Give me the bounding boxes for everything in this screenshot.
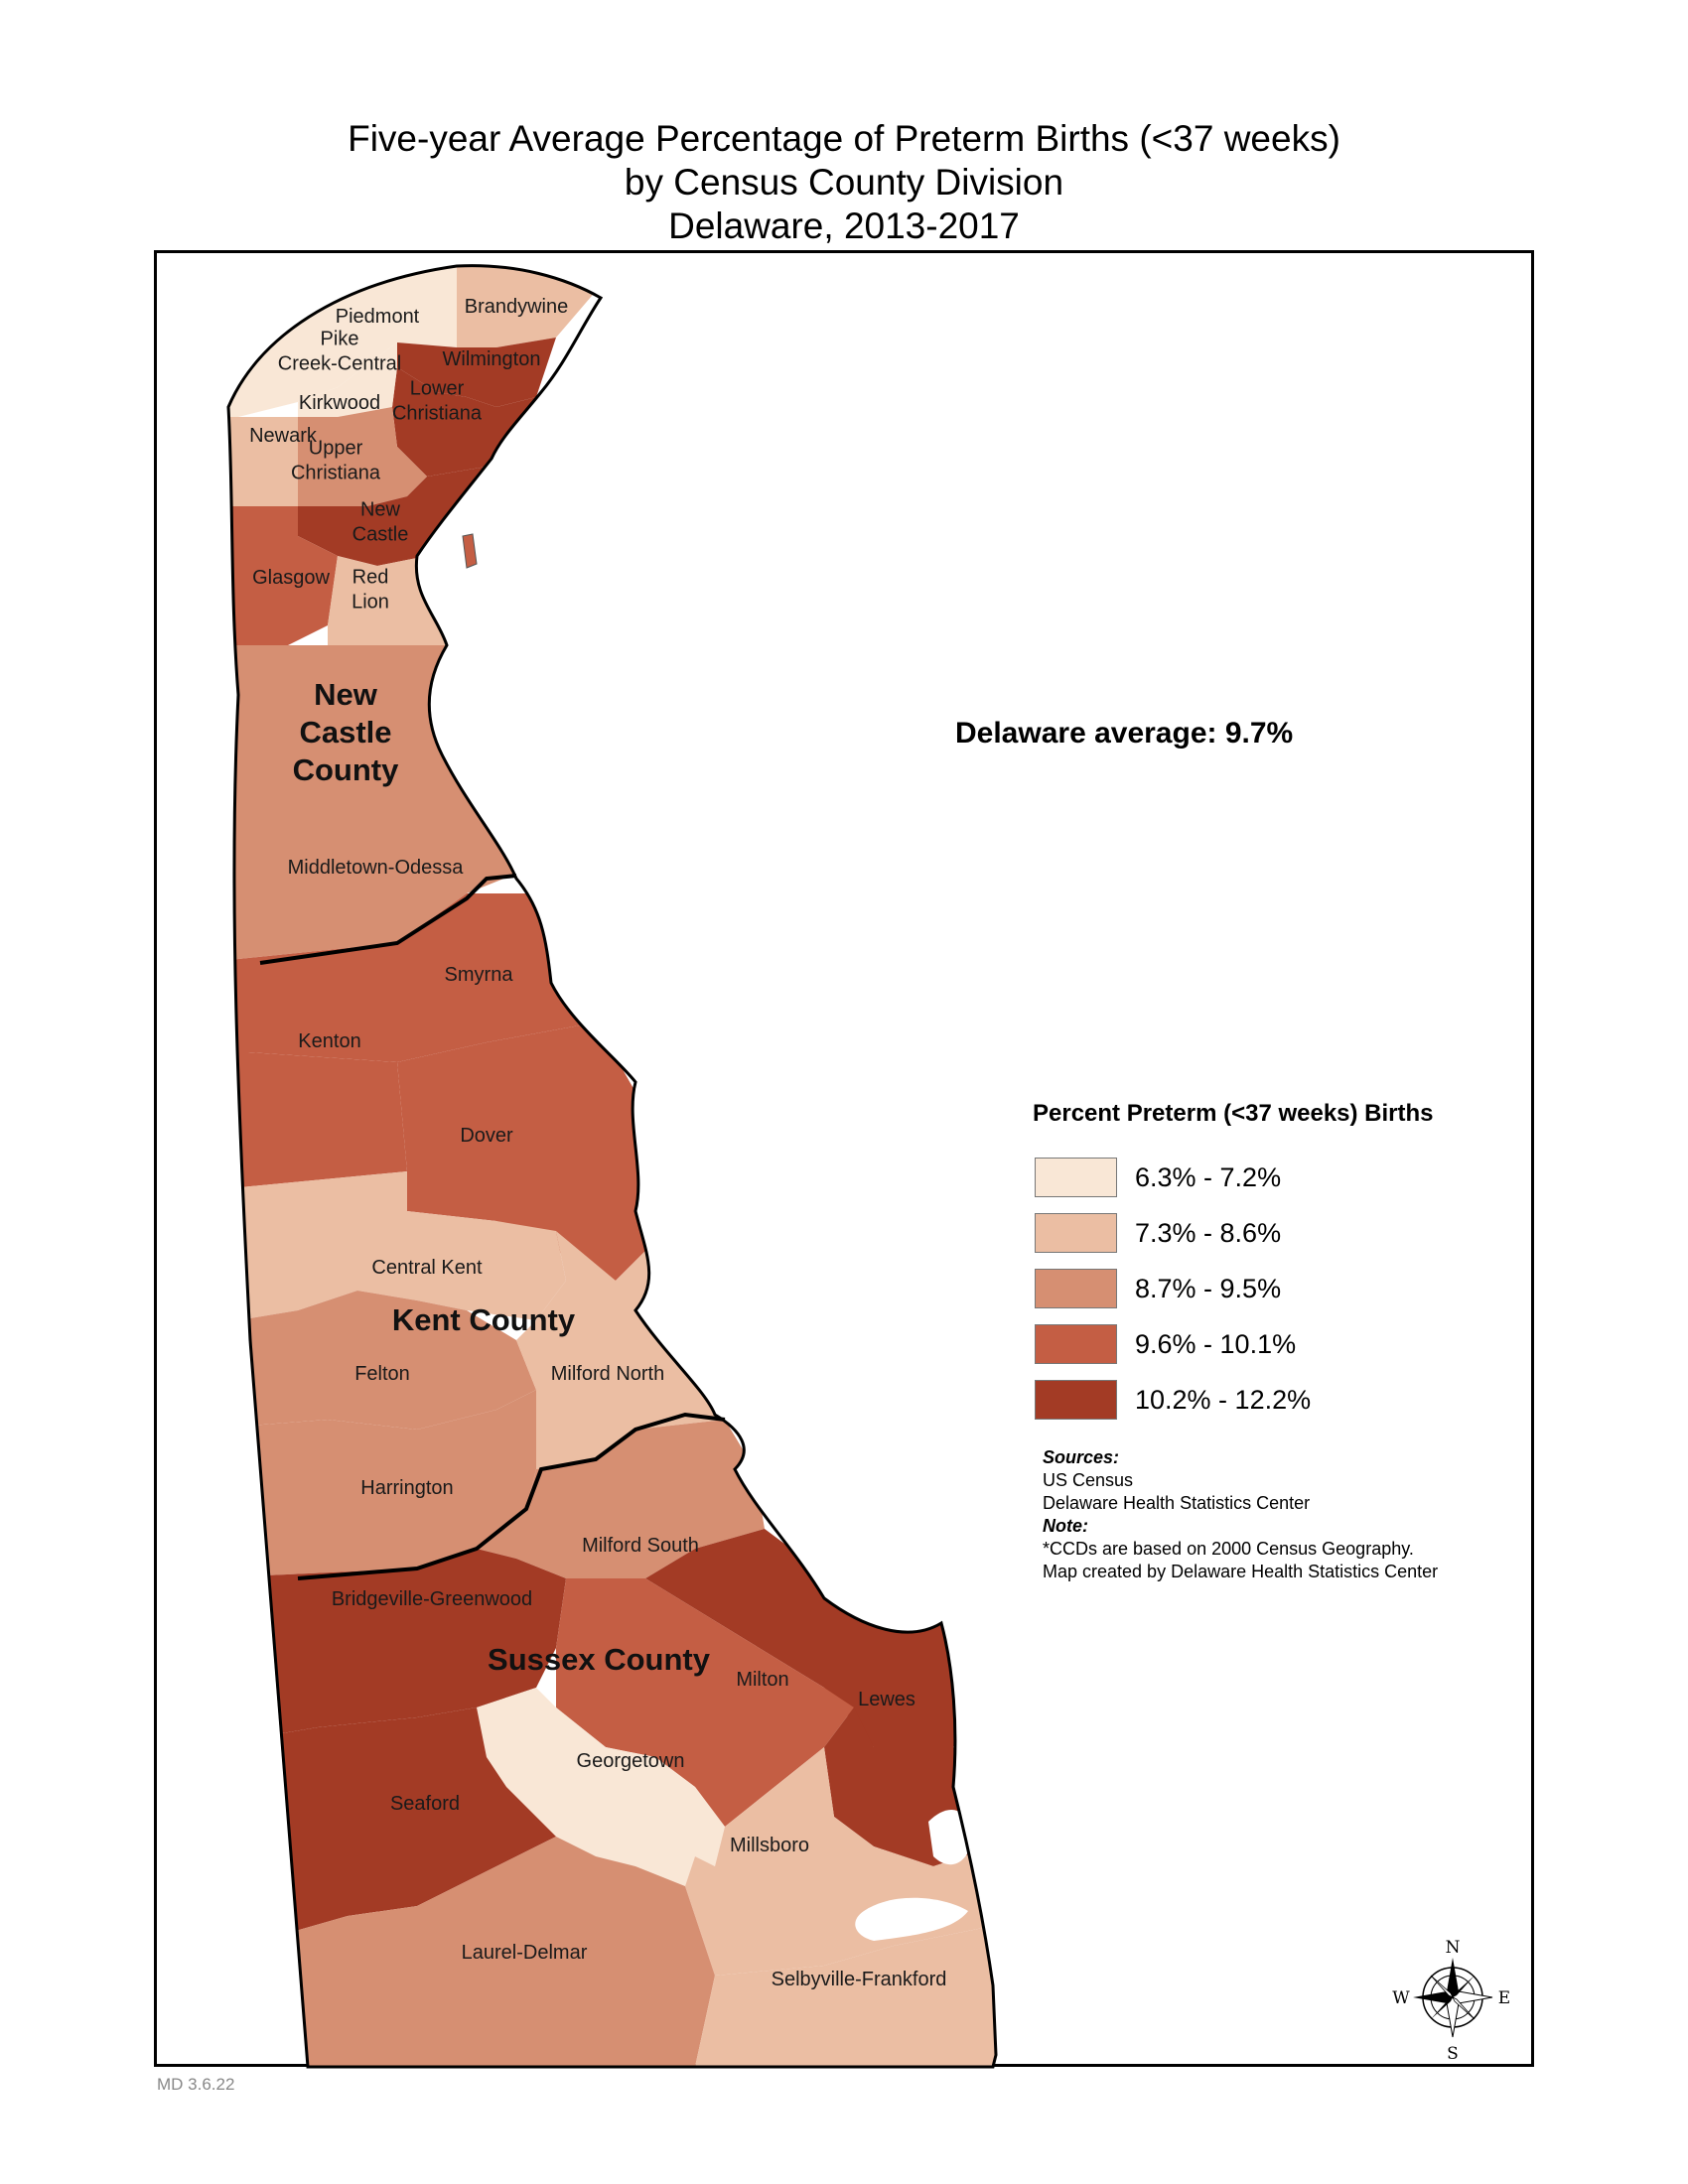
note-header: Note: [1043,1516,1088,1536]
state-average: Delaware average: 9.7% [955,717,1294,750]
region-label-kirkwood: Kirkwood [299,392,380,414]
compass-e: E [1498,1988,1510,2008]
compass-w: W [1392,1988,1410,2008]
county-label-1: Kent County [392,1302,576,1337]
county-line-newcastle-kent [259,874,517,965]
region-shape-selbyville-frankford [695,1926,996,2067]
legend-title: Percent Preterm (<37 weeks) Births [1033,1100,1434,1127]
region-label-milford-south: Milford South [582,1535,699,1557]
compass-n: N [1446,1938,1461,1958]
legend-swatch [1035,1380,1117,1420]
title-line-3: Delaware, 2013-2017 [668,205,1020,246]
sources-header: Sources: [1043,1447,1120,1467]
ccd-regions [228,265,996,2067]
legend-label: 8.7% - 9.5% [1135,1273,1282,1303]
region-shape-milford-south [477,1420,765,1578]
region-shape-dover [397,1023,645,1281]
region-label-glasgow: Glasgow [252,567,330,589]
legend-row-2: 8.7% - 9.5% [1033,1261,1434,1316]
legend-label: 9.6% - 10.1% [1135,1328,1297,1359]
region-shape-red-lion [328,556,457,645]
title-line-1: Five-year Average Percentage of Preterm … [348,118,1340,159]
region-label-brandywine: Brandywine [465,296,569,318]
region-label-smyrna: Smyrna [445,964,514,986]
legend-swatch [1035,1324,1117,1364]
region-label-wilmington: Wilmington [443,348,541,370]
region-shape-laurel-delmar [228,1837,715,2067]
region-label-pike-creek-central: Pike Creek-Central [278,329,401,375]
region-label-laurel-delmar: Laurel-Delmar [462,1942,588,1964]
legend-swatch [1035,1213,1117,1253]
source-2: Delaware Health Statistics Center [1043,1493,1311,1513]
region-shape-bridgeville-greenwood [228,1549,566,1747]
region-shape-lower-christiana [392,367,536,477]
region-label-new-castle: New Castle [352,499,409,546]
region-shape-central-kent [228,1171,566,1320]
region-label-dover: Dover [460,1125,513,1147]
pea-patch-island [462,533,478,569]
county-label-2: Sussex County [488,1642,711,1677]
region-label-harrington: Harrington [360,1477,453,1499]
region-label-central-kent: Central Kent [371,1257,483,1279]
county-line-kent-sussex [297,1412,726,1580]
region-shape-georgetown [477,1688,725,1886]
region-label-red-lion: Red Lion [352,567,389,614]
region-shape-felton [228,1291,536,1430]
region-labels: Piedmont Brandywine Pike Creek-Central Wilmi… [249,296,946,1990]
legend-swatch [1035,1158,1117,1197]
legend-row-0: 6.3% - 7.2% [1033,1150,1434,1205]
legend-label: 10.2% - 12.2% [1135,1384,1312,1415]
county-label-0: New Castle County [293,677,400,787]
legend-label: 6.3% - 7.2% [1135,1161,1282,1192]
county-labels: New Castle County Kent County Sussex County [293,677,711,1677]
legend-label: 7.3% - 8.6% [1135,1217,1282,1248]
state-outline [226,264,998,2069]
region-label-millsboro: Millsboro [730,1835,809,1856]
region-shape-wilmington [397,338,556,407]
region-label-upper-christiana: Upper Christiana [291,438,381,484]
note-2: Map created by Delaware Health Statistic… [1043,1562,1439,1581]
legend-row-1: 7.3% - 8.6% [1033,1205,1434,1261]
region-label-piedmont: Piedmont [336,306,420,328]
note-1: *CCDs are based on 2000 Census Geography… [1043,1539,1414,1559]
region-label-bridgeville-greenwood: Bridgeville-Greenwood [332,1588,532,1610]
region-label-selbyville-frankford: Selbyville-Frankford [772,1969,947,1990]
indian-river-bay [855,1897,968,1941]
region-label-felton: Felton [354,1363,410,1385]
region-shape-lewes-upper [645,1529,993,1747]
region-shape-milford-north [516,1231,725,1469]
legend-rows: 6.3% - 7.2% 7.3% - 8.6% 8.7% - 9.5% 9.6% - … [1033,1150,1434,1428]
title-line-2: by Census County Division [624,162,1064,203]
region-shape-kirkwood [298,342,397,417]
region-shape-newark [228,417,298,506]
region-shape-kenton [228,1052,407,1191]
legend-row-3: 9.6% - 10.1% [1033,1316,1434,1372]
region-label-lewes: Lewes [858,1689,915,1710]
region-label-milton: Milton [736,1669,788,1691]
compass-rose-icon: N S E W [1392,1938,1510,2064]
region-label-georgetown: Georgetown [577,1750,685,1772]
map-notes: Sources: US Census Delaware Health Stati… [1043,1446,1438,1583]
region-shape-smyrna [228,893,596,1062]
footer-code: MD 3.6.22 [157,2075,235,2094]
compass-s: S [1447,2044,1459,2064]
region-shape-new-castle [298,467,487,566]
region-label-newark: Newark [249,425,318,447]
legend-swatch [1035,1269,1117,1308]
source-1: US Census [1043,1470,1134,1490]
region-label-middletown-odessa: Middletown-Odessa [288,857,465,879]
region-label-kenton: Kenton [298,1030,360,1052]
region-shape-upper-christiana [298,407,427,506]
legend-row-4: 10.2% - 12.2% [1033,1372,1434,1428]
map-legend: Percent Preterm (<37 weeks) Births 6.3% … [1033,1100,1434,1428]
map-title: Five-year Average Percentage of Preterm … [0,117,1688,248]
region-label-lower-christiana: Lower Christiana [392,378,483,425]
region-shape-milton [556,1578,854,1827]
region-label-seaford: Seaford [390,1793,460,1815]
region-shape-harrington [228,1390,536,1578]
region-label-milford-north: Milford North [551,1363,664,1385]
